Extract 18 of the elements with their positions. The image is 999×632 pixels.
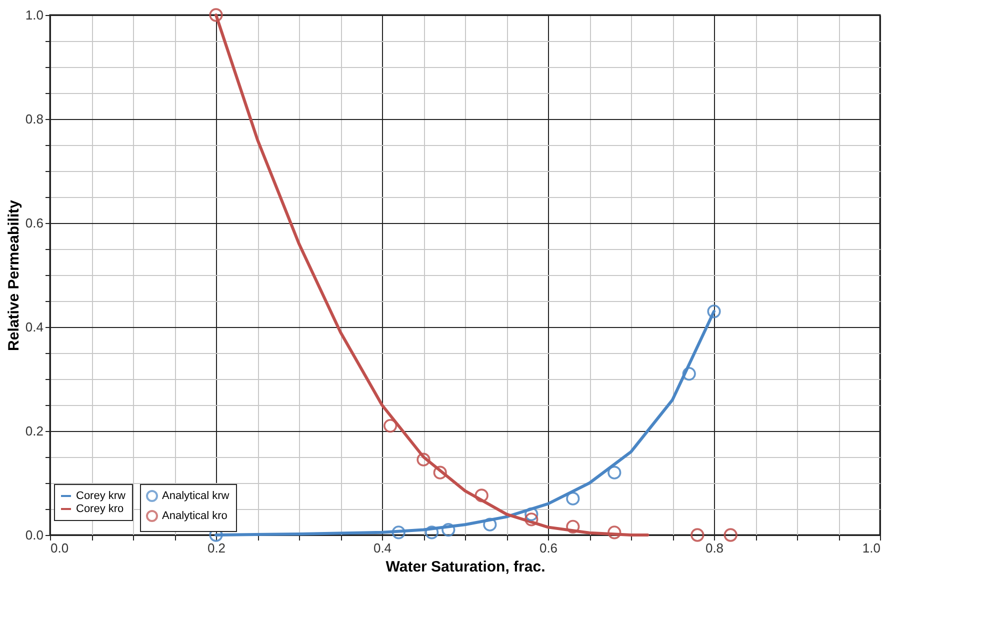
x-axis-title: Water Saturation, frac. (386, 558, 546, 576)
y-axis-title: Relative Permeability (5, 199, 22, 351)
y-tick-label: 0.2 (25, 424, 44, 438)
y-tick-label: 0.6 (25, 216, 44, 230)
y-tick-label: 0.0 (25, 528, 44, 542)
x-tick-label: 0.8 (705, 540, 724, 556)
legend-label: Analytical kro (162, 510, 228, 522)
y-tick-label: 1.0 (25, 8, 44, 22)
legend-label: Corey kro (76, 503, 124, 515)
y-tick-label: 0.4 (25, 320, 44, 334)
x-tick-label: 0.4 (373, 540, 392, 556)
x-tick-label: 0.6 (539, 540, 558, 556)
x-tick-label: 0.2 (207, 540, 226, 556)
legend-label: Corey krw (76, 490, 126, 502)
legend-label: Analytical krw (162, 490, 230, 502)
x-tick-label: 0.0 (50, 540, 69, 556)
y-tick-label: 0.8 (25, 112, 44, 126)
x-tick-label: 1.0 (862, 540, 880, 556)
